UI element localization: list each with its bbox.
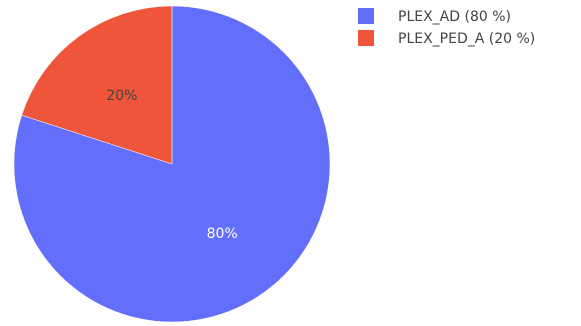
pie-slice-labels: 80% 20% [106,88,237,242]
slice-label-plex-ped-a: 20% [106,88,137,104]
legend[interactable]: PLEX_AD (80 %) PLEX_PED_A (20 %) [358,8,535,47]
pie-slices [13,5,331,323]
legend-item-plex-ped-a[interactable]: PLEX_PED_A (20 %) [358,30,535,47]
pie-slice-plex-ped-a[interactable] [21,5,173,165]
legend-item-plex-ad[interactable]: PLEX_AD (80 %) [358,8,511,25]
legend-swatch-plex-ped-a [358,30,374,46]
legend-swatch-plex-ad [358,8,374,24]
pie-slice-plex-ad[interactable] [13,5,331,323]
slice-label-plex-ad: 80% [207,226,238,242]
legend-label-plex-ped-a: PLEX_PED_A (20 %) [398,31,535,47]
legend-label-plex-ad: PLEX_AD (80 %) [398,9,511,25]
